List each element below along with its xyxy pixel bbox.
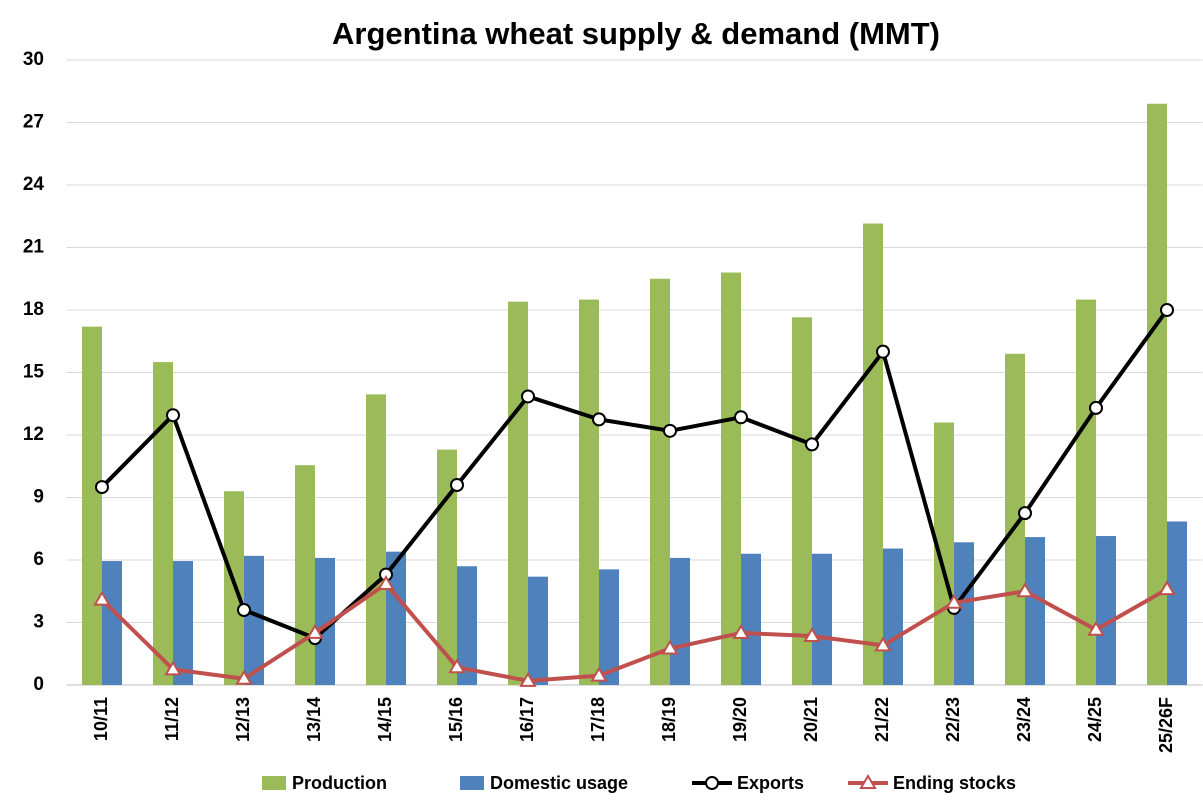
y-tick-label: 24 [23,174,45,195]
legend-marker [705,776,719,790]
bar [315,557,335,685]
bar [579,299,599,685]
legend-swatch [262,776,286,790]
x-tick-label: 16/17 [517,697,537,742]
marker [803,627,821,643]
x-tick-label: 13/14 [304,697,324,742]
marker [734,410,748,425]
x-tick-label: 23/24 [1014,697,1034,742]
marker [1018,506,1032,521]
marker [805,437,819,452]
bar [437,449,457,685]
x-tick-label: 14/15 [375,697,395,742]
bar [508,301,528,685]
y-tick-label: 9 [33,487,44,508]
marker [732,623,750,639]
bar [1096,536,1116,685]
bar [650,278,670,685]
x-tick-label: 15/16 [446,697,466,742]
bar [1167,521,1187,685]
bar [934,422,954,685]
bar [863,223,883,685]
y-tick-label: 27 [23,112,44,133]
bar [244,555,264,685]
legend-marker [859,774,877,789]
bar [528,576,548,685]
bar [792,317,812,685]
marker [450,478,464,492]
marker [235,669,253,685]
bar [883,548,903,685]
marker [1016,582,1034,598]
x-tick-label: 12/13 [233,697,253,742]
y-tick-label: 0 [33,674,44,695]
bar [153,362,173,685]
bar [599,569,619,685]
marker [95,480,109,495]
line [100,581,1168,683]
marker [164,660,182,676]
marker [945,593,963,609]
legend-label: Ending stocks [893,773,1016,793]
marker [1160,303,1174,317]
x-tick-label: 20/21 [801,697,821,742]
x-tick-label: 22/23 [943,697,963,742]
marker [1087,620,1105,636]
line [100,308,1169,641]
y-tick-label: 15 [23,362,45,383]
chart-title: Argentina wheat supply & demand (MMT) [332,16,940,51]
legend-label: Domestic usage [490,773,628,793]
legend-label: Production [292,773,387,793]
bar [741,553,761,685]
marker [876,344,890,359]
marker [448,658,466,674]
marker [377,574,395,590]
marker [1158,580,1176,596]
x-tick-label: 24/25 [1085,697,1105,742]
x-tick-label: 10/11 [91,697,111,741]
x-tick-label: 17/18 [588,697,608,742]
bar [812,553,832,685]
y-tick-label: 6 [33,549,44,570]
bar [173,561,193,685]
x-tick-label: 19/20 [730,697,750,742]
marker [166,408,180,423]
y-tick-label: 18 [23,299,44,320]
marker [306,623,324,639]
x-tick-label: 11/12 [162,697,182,741]
marker [521,389,535,404]
marker [519,671,537,687]
bar [670,557,690,685]
y-tick-label: 21 [23,237,45,258]
marker [874,636,892,652]
bar [1076,299,1096,685]
bar [1025,537,1045,685]
bar [366,394,386,685]
marker [590,666,608,682]
x-tick-label: 21/22 [872,697,892,742]
marker [1089,400,1103,415]
legend-swatch [460,776,484,790]
marker [93,590,111,606]
bar [1147,103,1167,685]
marker [661,639,679,655]
bar [295,465,315,685]
marker [592,412,606,427]
marker [237,603,251,617]
legend-label: Exports [737,773,804,793]
bar [721,272,741,685]
y-tick-label: 30 [23,49,44,70]
y-tick-label: 3 [33,612,44,633]
bar [954,542,974,685]
bar [82,326,102,685]
y-tick-label: 12 [23,424,44,445]
bar [102,561,122,685]
bar [1005,353,1025,685]
marker [663,423,677,438]
bar [457,566,477,685]
x-tick-label: 25/26F [1156,697,1176,753]
x-tick-label: 18/19 [659,697,679,742]
